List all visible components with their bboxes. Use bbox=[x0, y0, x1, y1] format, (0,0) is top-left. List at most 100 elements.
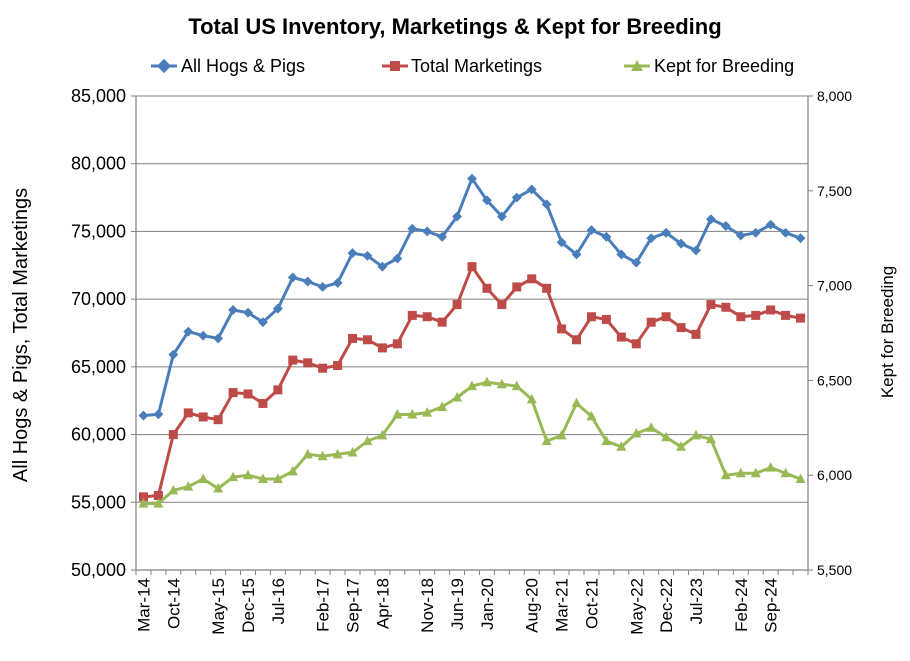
data-point bbox=[213, 482, 224, 493]
y-tick-label: 75,000 bbox=[71, 221, 126, 241]
data-point bbox=[243, 469, 253, 480]
y2-tick-label: 6,000 bbox=[817, 467, 852, 483]
data-point bbox=[511, 192, 522, 203]
x-tick-label: May-15 bbox=[209, 578, 228, 635]
series-2 bbox=[138, 376, 806, 508]
data-point bbox=[437, 401, 448, 411]
data-point bbox=[527, 274, 537, 284]
data-point bbox=[586, 410, 597, 421]
data-point bbox=[243, 307, 253, 318]
data-point bbox=[452, 300, 462, 310]
data-point bbox=[287, 465, 298, 476]
x-tick-label: Apr-18 bbox=[373, 578, 392, 629]
data-point bbox=[556, 429, 567, 440]
data-point bbox=[796, 313, 806, 323]
data-point bbox=[183, 481, 194, 491]
data-point bbox=[751, 310, 761, 320]
series-line bbox=[143, 380, 802, 506]
data-point bbox=[526, 393, 537, 404]
data-point bbox=[257, 317, 268, 328]
data-point bbox=[228, 388, 238, 398]
data-point bbox=[467, 173, 477, 184]
data-point bbox=[422, 407, 433, 417]
data-point bbox=[303, 358, 313, 368]
data-point bbox=[198, 330, 209, 341]
data-point bbox=[496, 378, 507, 389]
data-point bbox=[526, 184, 537, 195]
data-point bbox=[646, 233, 657, 244]
data-point bbox=[706, 300, 716, 310]
data-point bbox=[333, 361, 343, 371]
data-point bbox=[511, 380, 522, 391]
data-point bbox=[556, 237, 567, 248]
data-point bbox=[646, 422, 657, 432]
y-tick-label: 65,000 bbox=[71, 357, 126, 377]
x-tick-label: Dec-22 bbox=[657, 578, 676, 633]
data-point bbox=[138, 498, 149, 508]
series-0 bbox=[138, 173, 806, 421]
x-tick-label: May-22 bbox=[627, 578, 646, 635]
y-tick-label: 50,000 bbox=[71, 560, 126, 580]
data-point bbox=[362, 250, 373, 261]
x-tick-label: Jul-16 bbox=[269, 578, 288, 624]
data-point bbox=[572, 335, 582, 345]
data-point bbox=[631, 427, 642, 438]
legend-label-all-hogs: All Hogs & Pigs bbox=[181, 56, 305, 76]
gridlines bbox=[136, 95, 808, 571]
legend-item-all-hogs: All Hogs & Pigs bbox=[151, 56, 305, 76]
data-point bbox=[183, 408, 193, 418]
series-line bbox=[143, 177, 802, 418]
data-point bbox=[243, 389, 253, 399]
data-point bbox=[586, 225, 597, 236]
data-point bbox=[422, 312, 432, 322]
data-point bbox=[676, 323, 686, 333]
legend-item-total-marketings: Total Marketings bbox=[382, 56, 542, 76]
x-axis-ticks: Mar-14 Oct-14 May-15 Dec-15 Jul-16 Feb-17 Sep-… bbox=[134, 570, 809, 635]
data-point bbox=[736, 312, 746, 322]
y2-tick-label: 7,000 bbox=[817, 278, 852, 294]
data-point bbox=[272, 473, 283, 483]
data-point bbox=[258, 398, 268, 408]
data-point bbox=[377, 343, 387, 353]
data-point bbox=[541, 199, 552, 210]
data-point bbox=[347, 446, 358, 457]
data-point bbox=[407, 409, 418, 419]
data-point bbox=[557, 324, 567, 334]
data-point bbox=[287, 272, 298, 283]
data-point bbox=[302, 276, 313, 287]
data-point bbox=[392, 409, 403, 419]
data-point bbox=[481, 376, 492, 387]
data-point bbox=[183, 326, 194, 337]
data-point bbox=[601, 435, 612, 446]
data-point bbox=[705, 214, 716, 225]
data-point bbox=[541, 435, 552, 446]
y-axis-right-label: Kept for Breeding bbox=[878, 266, 897, 398]
data-point bbox=[317, 450, 328, 461]
data-point bbox=[691, 245, 701, 256]
data-point bbox=[348, 333, 358, 343]
data-point bbox=[571, 249, 582, 260]
x-tick-label: Jul-23 bbox=[687, 578, 706, 624]
data-point bbox=[750, 467, 761, 478]
data-point bbox=[571, 397, 582, 408]
y2-tick-label: 6,500 bbox=[817, 372, 852, 388]
data-point bbox=[168, 484, 179, 495]
x-tick-label: Mar-21 bbox=[553, 578, 572, 632]
data-point bbox=[138, 492, 148, 502]
data-point bbox=[631, 339, 641, 349]
data-point bbox=[422, 226, 433, 237]
data-point bbox=[482, 283, 492, 293]
data-point bbox=[795, 233, 806, 244]
data-point bbox=[765, 462, 776, 472]
data-point bbox=[198, 473, 209, 483]
data-point bbox=[273, 385, 283, 395]
data-point bbox=[765, 219, 776, 230]
data-point bbox=[437, 317, 447, 327]
y-tick-label: 70,000 bbox=[71, 289, 126, 309]
data-point bbox=[153, 498, 164, 508]
data-point bbox=[257, 473, 268, 483]
y-axis-right-ticks: 5,500 6,000 6,500 7,000 7,500 8,000 bbox=[808, 88, 852, 578]
data-point bbox=[437, 231, 448, 242]
data-point bbox=[272, 303, 283, 314]
data-point bbox=[705, 433, 716, 444]
